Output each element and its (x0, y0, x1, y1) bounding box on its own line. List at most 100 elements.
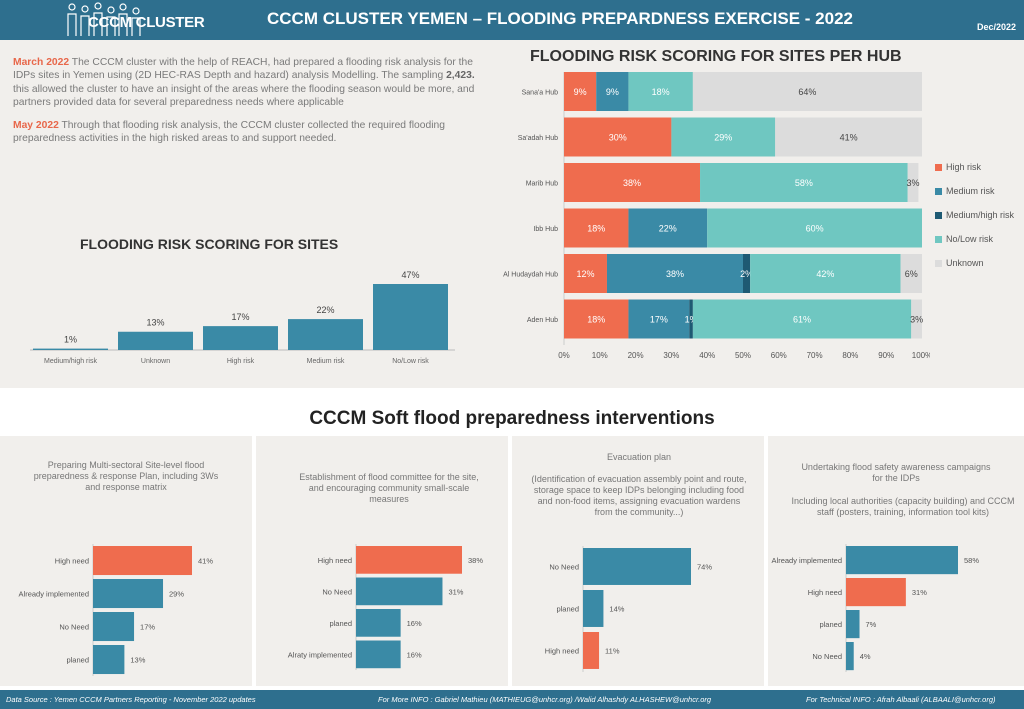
panel-category-label: planed (819, 620, 842, 629)
hub-bar-segment (775, 117, 922, 157)
hub-bar-segment (564, 254, 607, 293)
intro-text-c: Through that flooding risk analysis, the… (13, 119, 445, 145)
hub-x-tick-label: 100% (912, 351, 930, 360)
sites-bar (118, 331, 193, 350)
hub-segment-label: 18% (652, 87, 670, 97)
panel-value-label: 74% (697, 562, 712, 571)
hub-legend: High risk Medium risk Medium/high risk No/L… (935, 155, 1014, 275)
panel-value-label: 13% (130, 656, 145, 665)
sites-value-label: 22% (316, 305, 334, 315)
plan-bar-chart: High need 41% Already implemented 29% No Nee… (19, 544, 213, 676)
panel-bar (93, 612, 135, 642)
hub-bar-segment (671, 117, 776, 157)
panel-category-label: planed (556, 604, 579, 613)
panel-bar (356, 577, 443, 606)
panel-value-label: 11% (605, 646, 620, 655)
intro-text-a: The CCCM cluster with the help of REACH,… (13, 57, 473, 82)
hub-segment-label: 3% (907, 178, 920, 188)
legend-item: Medium/high risk (935, 203, 1014, 227)
hub-x-tick-label: 70% (807, 351, 823, 360)
hub-x-tick-label: 90% (878, 351, 894, 360)
sites-bar (203, 326, 278, 350)
hub-segment-label: 6% (905, 269, 918, 279)
awareness-bar-chart: Already implemented 58% High need 31% planed… (772, 544, 979, 672)
panel-bar (356, 609, 401, 637)
panel-category-label: planed (329, 619, 352, 628)
panel-bar (846, 610, 860, 639)
panel-bar (93, 546, 192, 576)
legend-label: No/Low risk (946, 234, 994, 244)
hub-segment-label: 18% (587, 315, 605, 325)
hub-segment-label: 22% (659, 224, 677, 234)
legend-item: No/Low risk (935, 227, 1014, 251)
header-bar: CCCM CLUSTER CCCM CLUSTER YEMEN – FLOODI… (0, 0, 1024, 40)
hub-bar-segment (628, 208, 708, 248)
hub-category-label: Al Hudaydah Hub (503, 272, 558, 279)
hub-segment-label: 60% (806, 224, 824, 234)
panel-value-label: 38% (468, 556, 483, 565)
hub-bar-segment (564, 299, 629, 339)
hub-x-tick-label: 20% (628, 351, 644, 360)
panel-bar (846, 546, 958, 575)
hub-x-tick-label: 0% (558, 351, 570, 360)
hub-bar-segment (564, 72, 597, 111)
hub-category-label: Marib Hub (526, 181, 558, 188)
hub-segment-label: 30% (609, 133, 627, 143)
panel-category-label: Alraty implemented (288, 650, 352, 659)
hub-bar-segment (692, 299, 912, 339)
hub-segment-label: 38% (666, 269, 684, 279)
intro-text: March 2022 The CCCM cluster with the hel… (13, 56, 483, 154)
legend-item: Medium risk (935, 179, 1014, 203)
panel-bar (93, 645, 125, 675)
legend-swatch (935, 211, 942, 219)
legend-item: High risk (935, 155, 1014, 179)
hub-segment-label: 58% (795, 178, 813, 188)
panel-awareness-subtitle: Including local authorities (capacity bu… (791, 496, 1015, 517)
panel-category-label: Already implemented (772, 556, 842, 565)
page-title: CCCM CLUSTER YEMEN – FLOODING PREPARDNES… (267, 9, 853, 28)
panel-awareness-title: Undertaking flood safety awareness campa… (801, 462, 991, 483)
sites-value-label: 47% (401, 270, 419, 280)
legend-item: Unknown (935, 251, 1014, 275)
hub-segment-label: 41% (840, 133, 858, 143)
hub-segment-label: 9% (606, 87, 619, 97)
intro-date-may: May 2022 (13, 119, 59, 131)
panel-value-label: 31% (448, 587, 463, 596)
panel-bar (583, 548, 691, 585)
hub-bar-segment (700, 163, 908, 202)
panel-category-label: High need (318, 556, 352, 565)
legend-label: Medium risk (946, 186, 995, 196)
panel-value-label: 14% (609, 604, 624, 613)
legend-label: Medium/high risk (946, 210, 1015, 220)
panel-value-label: 31% (912, 588, 927, 597)
footer-bar: Data Source : Yemen CCCM Partners Report… (0, 690, 1024, 709)
hub-bar-segment (564, 117, 672, 157)
panel-bar (846, 578, 906, 607)
hub-x-tick-label: 40% (699, 351, 715, 360)
hub-bar-segment (596, 72, 629, 111)
hub-category-label: Aden Hub (527, 317, 558, 324)
panel-category-label: No Need (59, 623, 89, 632)
hub-bar-segment (707, 208, 922, 248)
sites-category-label: Unknown (141, 358, 170, 365)
hub-bar-segment (564, 208, 629, 248)
hub-bar-segment (692, 72, 922, 111)
hub-x-tick-label: 80% (842, 351, 858, 360)
panel-value-label: 17% (140, 623, 155, 632)
hub-bar-segment (606, 254, 743, 293)
hub-x-tick-label: 10% (592, 351, 608, 360)
footer-source: Data Source : Yemen CCCM Partners Report… (6, 695, 256, 704)
panel-bar (356, 640, 401, 669)
panel-category-label: No Need (812, 652, 842, 661)
panel-plan-title: Preparing Multi-sectoral Site-level floo… (33, 460, 219, 492)
legend-swatch (935, 259, 942, 267)
panel-committee-title: Establishment of flood committee for the… (299, 472, 479, 504)
panel-category-label: No Need (549, 562, 579, 571)
hub-category-label: Sana'a Hub (522, 90, 558, 97)
sites-value-label: 1% (64, 335, 77, 345)
hub-segment-label: 1% (685, 315, 698, 325)
logo-text: CCCM CLUSTER (88, 14, 205, 31)
hub-segment-label: 9% (574, 87, 587, 97)
sites-bar (373, 284, 448, 350)
panel-evacuation-title: Evacuation plan (606, 452, 672, 462)
